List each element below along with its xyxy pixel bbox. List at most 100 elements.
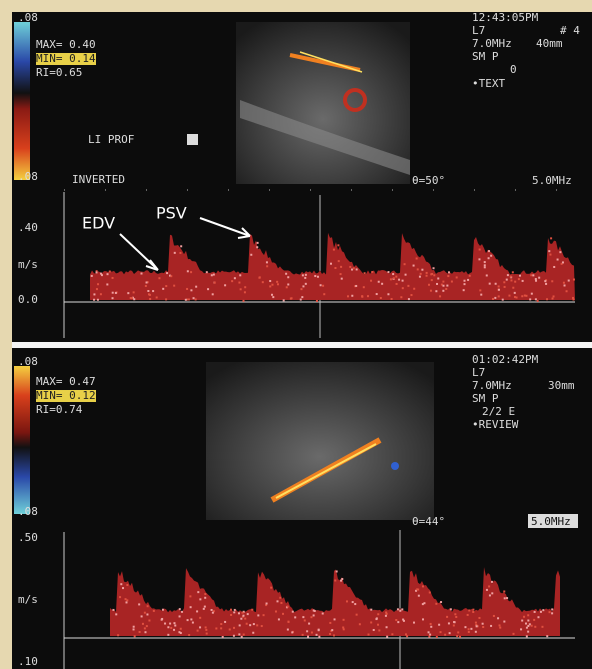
speckle bbox=[527, 625, 529, 627]
color-bar bbox=[14, 366, 30, 514]
speckle bbox=[491, 592, 493, 594]
speckle bbox=[486, 274, 488, 276]
speckle bbox=[370, 621, 372, 623]
speckle bbox=[141, 615, 143, 617]
speckle bbox=[318, 629, 320, 631]
speckle bbox=[170, 275, 172, 277]
speckle bbox=[346, 600, 348, 602]
speckle bbox=[439, 295, 441, 297]
speckle bbox=[464, 280, 466, 282]
speckle bbox=[258, 277, 260, 279]
speckle bbox=[181, 611, 183, 613]
speckle bbox=[499, 627, 501, 629]
probe-label: L7 bbox=[472, 24, 485, 37]
speckle bbox=[271, 294, 273, 296]
scale-label: .08 bbox=[18, 170, 38, 183]
speckle bbox=[437, 277, 439, 279]
speckle bbox=[397, 608, 399, 610]
speckle bbox=[436, 636, 438, 638]
speckle bbox=[333, 249, 335, 251]
speckle bbox=[410, 294, 412, 296]
speckle bbox=[134, 635, 136, 637]
speckle bbox=[316, 300, 318, 302]
speckle bbox=[472, 611, 474, 613]
speckle bbox=[454, 613, 456, 615]
speckle bbox=[127, 292, 129, 294]
speckle bbox=[573, 279, 575, 281]
speckle bbox=[519, 275, 521, 277]
speckle bbox=[478, 617, 480, 619]
axis-label: m/s bbox=[18, 258, 38, 271]
speckle bbox=[387, 271, 389, 273]
speckle bbox=[523, 616, 525, 618]
speckle bbox=[115, 292, 117, 294]
speckle bbox=[407, 285, 409, 287]
speckle bbox=[504, 597, 506, 599]
speckle bbox=[526, 635, 528, 637]
speckle bbox=[527, 620, 529, 622]
speckle bbox=[512, 271, 514, 273]
speckle bbox=[266, 265, 268, 267]
speckle bbox=[179, 608, 181, 610]
speckle bbox=[234, 277, 236, 279]
speckle bbox=[467, 614, 469, 616]
speckle bbox=[318, 636, 320, 638]
axis-label: m/s bbox=[18, 593, 38, 606]
speckle bbox=[534, 626, 536, 628]
speckle bbox=[167, 634, 169, 636]
speckle bbox=[563, 282, 565, 284]
speckle bbox=[442, 285, 444, 287]
speckle bbox=[240, 618, 242, 620]
speckle bbox=[433, 267, 435, 269]
speckle bbox=[553, 295, 555, 297]
max-label: MAX= 0.40 bbox=[36, 38, 96, 51]
max-label: MAX= 0.47 bbox=[36, 375, 96, 388]
speckle bbox=[395, 276, 397, 278]
speckle bbox=[435, 603, 437, 605]
speckle bbox=[413, 265, 415, 267]
speckle bbox=[147, 605, 149, 607]
speckle bbox=[426, 275, 428, 277]
speckle bbox=[493, 615, 495, 617]
speckle bbox=[272, 296, 274, 298]
speckle bbox=[340, 273, 342, 275]
speckle bbox=[196, 610, 198, 612]
speckle bbox=[144, 631, 146, 633]
speckle bbox=[503, 281, 505, 283]
speckle bbox=[391, 298, 393, 300]
speckle bbox=[311, 632, 313, 634]
speckle bbox=[472, 609, 474, 611]
speckle bbox=[396, 283, 398, 285]
speckle bbox=[442, 290, 444, 292]
speckle bbox=[188, 634, 190, 636]
speckle bbox=[107, 273, 109, 275]
speckle bbox=[527, 631, 529, 633]
speckle bbox=[220, 623, 222, 625]
speckle bbox=[165, 285, 167, 287]
speckle bbox=[277, 283, 279, 285]
speckle bbox=[355, 285, 357, 287]
speckle bbox=[510, 276, 512, 278]
speckle bbox=[146, 281, 148, 283]
speckle bbox=[244, 291, 246, 293]
speckle bbox=[286, 286, 288, 288]
speckle bbox=[313, 614, 315, 616]
speckle bbox=[190, 271, 192, 273]
speckle bbox=[278, 618, 280, 620]
speckle bbox=[96, 288, 98, 290]
speckle bbox=[304, 619, 306, 621]
speckle bbox=[413, 288, 415, 290]
speckle bbox=[213, 274, 215, 276]
speckle bbox=[169, 623, 171, 625]
speckle bbox=[484, 261, 486, 263]
speckle bbox=[572, 298, 574, 300]
speckle bbox=[271, 284, 273, 286]
speckle bbox=[502, 299, 504, 301]
speckle bbox=[510, 279, 512, 281]
speckle bbox=[287, 283, 289, 285]
speckle bbox=[314, 275, 316, 277]
speckle bbox=[148, 620, 150, 622]
speckle bbox=[438, 624, 440, 626]
speckle bbox=[532, 274, 534, 276]
speckle bbox=[398, 279, 400, 281]
